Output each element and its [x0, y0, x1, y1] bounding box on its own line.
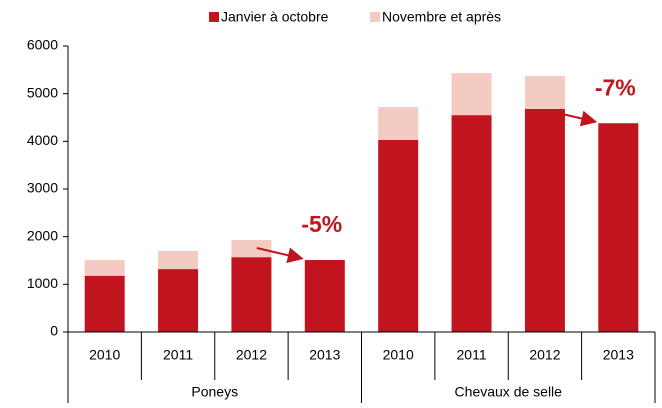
bar-segment: [84, 275, 125, 332]
bar-segment: [84, 260, 125, 276]
x-tick-label: 2012: [529, 347, 560, 363]
x-tick-label: 2010: [383, 347, 414, 363]
y-tick-label: 0: [50, 323, 58, 339]
x-tick-label: 2011: [457, 347, 487, 363]
y-tick-label: 4000: [27, 132, 58, 148]
y-tick-label: 1000: [27, 275, 58, 291]
legend-swatch: [370, 12, 380, 22]
x-tick-label: 2011: [163, 347, 193, 363]
annotation: -7%: [595, 74, 636, 100]
x-tick-label: 2013: [603, 347, 634, 363]
x-tick-label: 2010: [89, 347, 120, 363]
bar-segment: [378, 139, 419, 332]
bar-segment: [158, 250, 199, 270]
bar-segment: [524, 108, 565, 332]
x-tick-label: 2013: [309, 347, 340, 363]
annotation: -5%: [301, 211, 342, 237]
bar-segment: [378, 107, 419, 140]
bar-segment: [304, 260, 345, 332]
y-tick-label: 6000: [27, 37, 58, 53]
bar-segment: [231, 257, 272, 332]
x-tick-label: 2012: [236, 347, 267, 363]
legend-label: Janvier à octobre: [221, 9, 329, 25]
annotation-arrow: [256, 247, 304, 264]
bar-segment: [598, 123, 639, 332]
legend-label: Novembre et après: [382, 9, 501, 25]
y-tick-label: 3000: [27, 180, 58, 196]
bar-segment: [451, 115, 492, 332]
bar-segment: [231, 240, 272, 258]
y-tick-label: 2000: [27, 227, 58, 243]
bar-segment: [451, 73, 492, 116]
legend-swatch: [209, 12, 219, 22]
group-label: Chevaux de selle: [455, 384, 563, 400]
annotation-arrow: [550, 110, 598, 127]
group-label: Poneys: [191, 384, 238, 400]
y-tick-label: 5000: [27, 84, 58, 100]
bar-segment: [158, 269, 199, 332]
bar-segment: [524, 76, 565, 109]
